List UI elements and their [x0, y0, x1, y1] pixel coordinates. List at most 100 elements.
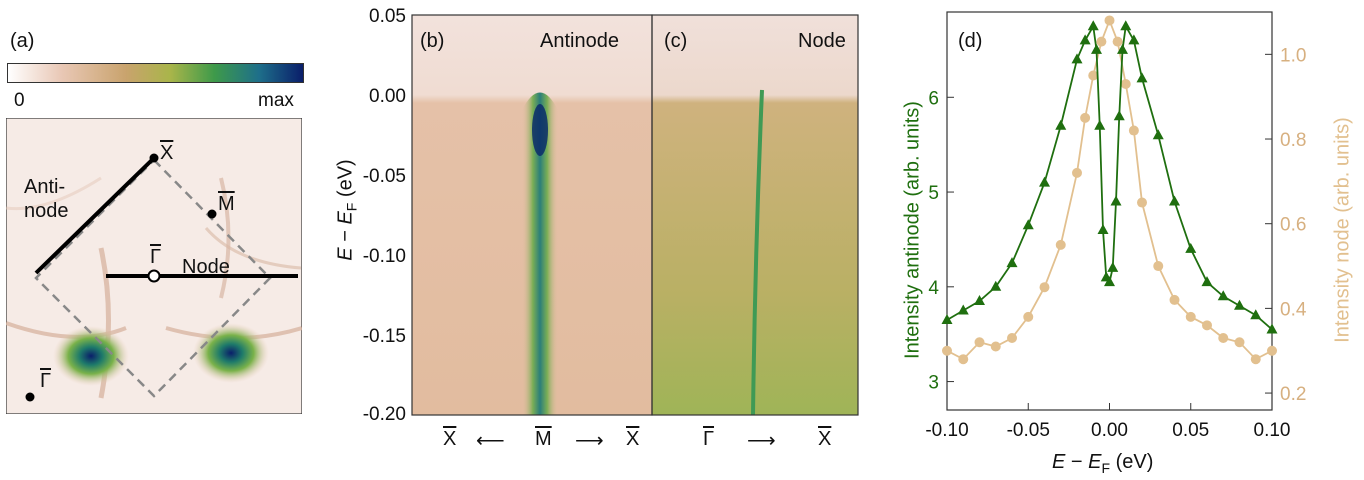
antinode-point — [1266, 323, 1278, 334]
y-left-tick-label: 5 — [928, 183, 939, 204]
node-point — [1120, 78, 1131, 89]
node-point — [1169, 294, 1180, 305]
antinode-point — [1107, 261, 1119, 272]
antinode-point — [1113, 110, 1125, 121]
colorbar-min-label: 0 — [14, 90, 25, 111]
colorbar-max-label: max — [258, 90, 294, 111]
antinode-point — [1250, 309, 1262, 320]
panel-c-label: (c) — [664, 30, 688, 52]
ytick-b-5: -0.20 — [362, 404, 406, 425]
ylabel-unit: (eV) — [334, 159, 357, 203]
y-right-tick-label: 0.4 — [1280, 299, 1307, 320]
node-point — [1055, 239, 1066, 250]
node-point — [1088, 70, 1099, 81]
node-point — [974, 337, 985, 348]
node-point — [1267, 345, 1277, 356]
panel-b-title: Antinode — [540, 30, 619, 52]
antinode-point — [1006, 257, 1018, 268]
d-xlabel: E − EF (eV) — [1052, 451, 1154, 476]
antinode-point — [1185, 242, 1197, 253]
ylabel-e: E — [334, 247, 357, 261]
antinode-point — [1091, 43, 1102, 54]
b-xlabel-arrow-right: ⟶ — [575, 430, 604, 452]
gamma-center-point — [147, 269, 161, 283]
antinode-point — [1104, 276, 1115, 287]
node-point — [1072, 167, 1082, 178]
label-antinode-2: node — [24, 200, 69, 222]
antinode-point — [1055, 119, 1067, 130]
y-right-tick-label: 0.2 — [1280, 384, 1306, 405]
c-xlabel-arrow: ⟶ — [747, 430, 776, 452]
label-gamma-center: Γ — [150, 246, 162, 268]
antinode-point — [1169, 195, 1180, 206]
antinode-point — [1234, 299, 1245, 310]
antinode-point — [1128, 34, 1140, 45]
antinode-band — [522, 92, 558, 415]
spectra-bc — [411, 14, 859, 416]
antinode-point — [1087, 20, 1099, 31]
antinode-point — [1217, 290, 1229, 301]
node-point — [1128, 125, 1139, 136]
b-xlabel-x-right: X — [626, 428, 640, 450]
ytick-b-1: 0.00 — [369, 86, 406, 107]
x-tick-label: -0.10 — [925, 420, 968, 441]
c-xlabel-x: X — [818, 428, 832, 450]
ylabel-e2: E — [334, 211, 357, 225]
antinode-point — [1079, 34, 1091, 45]
x-tick-label: 0.00 — [1091, 420, 1128, 441]
ylabel-minus: − — [334, 224, 357, 248]
colorbar — [7, 63, 304, 83]
antinode-point — [1117, 43, 1128, 54]
node-point — [1096, 36, 1107, 47]
node-point — [1137, 197, 1147, 208]
antinode-point — [974, 295, 985, 306]
y-right-tick-label: 0.8 — [1280, 130, 1306, 151]
antinode-point — [990, 280, 1002, 291]
node-point — [1202, 320, 1212, 331]
panel-c-title: Node — [798, 30, 846, 52]
y-right-tick-label: 0.6 — [1280, 215, 1306, 236]
hotspot-right — [193, 323, 269, 383]
xbar-point — [149, 153, 159, 163]
y-right-tick-label: 1.0 — [1280, 45, 1306, 66]
node-dispersion — [751, 89, 764, 416]
y-left-tick-label: 6 — [928, 88, 939, 109]
c-xlabel-gamma: Γ — [703, 428, 715, 450]
node-point — [1007, 333, 1017, 344]
panel-a-label: (a) — [10, 30, 35, 52]
antinode-point — [1110, 195, 1122, 206]
x-tick-label: -0.05 — [1007, 420, 1050, 441]
panel-d-label: (d) — [958, 30, 983, 52]
node-point — [990, 341, 1001, 352]
antinode-point — [1120, 20, 1132, 31]
antinode-point — [941, 313, 953, 324]
antinode-point — [1039, 176, 1050, 187]
node-point — [1218, 333, 1229, 344]
hotspot-left — [53, 326, 129, 386]
intensity-chart: -0.10 -0.05 0.00 0.05 0.10 3 4 5 6 0.2 0.4 0.6 0.8 1.… — [925, 11, 1307, 441]
antinode-point — [1097, 223, 1109, 234]
brillouin-zone-boundary — [34, 158, 272, 398]
node-point — [1023, 311, 1034, 322]
antinode-point — [1071, 53, 1083, 64]
ylabel-sub: F — [343, 202, 360, 212]
ytick-b-0: 0.05 — [369, 6, 406, 27]
fermi-surface-map — [6, 118, 302, 414]
panel-b-label: (b) — [420, 30, 445, 52]
label-mbar: M — [218, 193, 235, 215]
antinode-point — [1201, 276, 1213, 287]
mbar-point — [207, 209, 217, 219]
y-left-tick-label: 4 — [928, 278, 939, 299]
x-tick-label: 0.05 — [1172, 420, 1209, 441]
ytick-b-2: -0.05 — [362, 166, 406, 187]
node-point — [1153, 261, 1164, 272]
antinode-point — [1136, 72, 1148, 83]
b-xlabel-m: M — [535, 428, 552, 450]
node-point — [1185, 311, 1196, 322]
node-point — [1039, 282, 1050, 293]
node-point — [1104, 15, 1115, 26]
b-xlabel-arrow-left: ⟵ — [476, 430, 505, 452]
node-point — [1250, 354, 1261, 365]
node-point — [942, 345, 952, 356]
label-node: Node — [182, 256, 230, 278]
